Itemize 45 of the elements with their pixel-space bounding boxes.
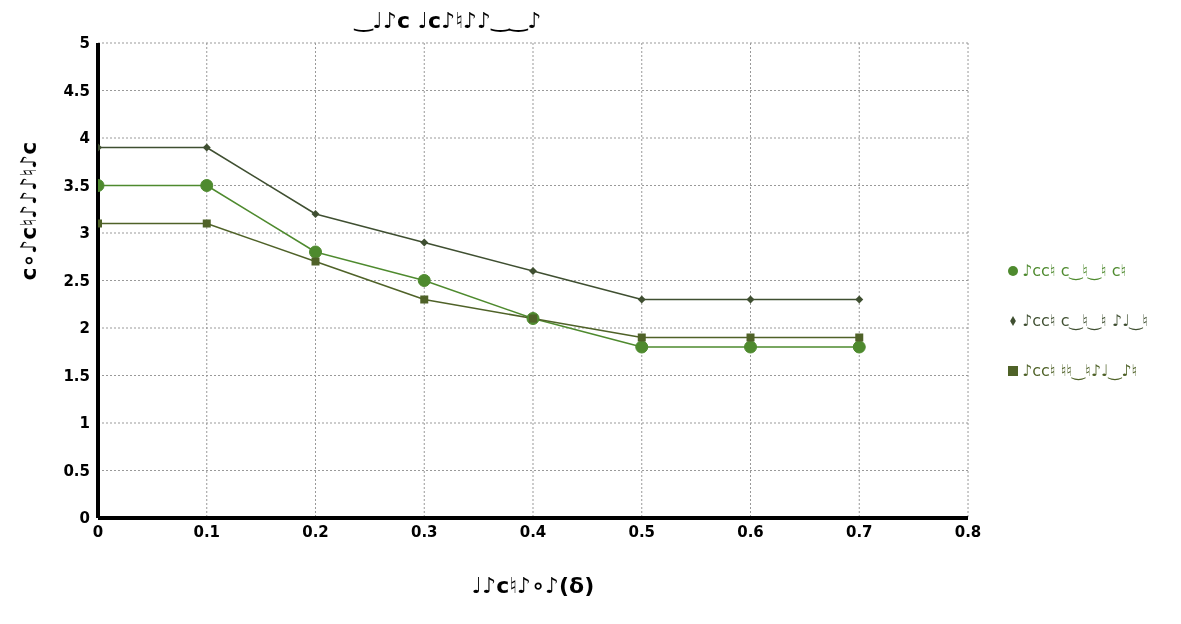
y-tick-label: 2 (79, 319, 90, 338)
y-tick-label: 4.5 (63, 81, 90, 100)
point (311, 257, 320, 266)
point (311, 210, 320, 218)
y-tick-label: 2.5 (63, 271, 90, 290)
point (855, 295, 864, 304)
point (637, 295, 646, 304)
x-tick-label: 0.6 (737, 522, 764, 541)
legend-label: ♪cc♮ c‿♮‿♮ c♮ (1022, 260, 1127, 280)
point (309, 245, 322, 259)
x-tick-label: 0 (92, 522, 104, 541)
x-tick-label: 0.7 (845, 522, 873, 541)
x-tick-label: 0.2 (302, 522, 329, 541)
y-tick-label: 4 (79, 129, 90, 148)
legend-label: ♪cc♮ ♮♮‿♮♪♩‿♪♮ (1022, 360, 1138, 380)
point (202, 219, 211, 228)
y-tick-label: 0 (79, 509, 90, 528)
y-tick-label: 1 (79, 414, 90, 433)
x-tick-label: 0.4 (519, 522, 547, 541)
point (200, 179, 214, 192)
x-tick-label: 0.3 (410, 522, 438, 541)
point (852, 340, 866, 354)
legend-label: ♪cc♮ c‿♮‿♮ ♪♩‿♮ (1022, 310, 1148, 330)
x-tick-label: 0.8 (954, 522, 982, 541)
y-tick-label: 0.5 (63, 461, 90, 480)
point (855, 333, 864, 342)
point (417, 274, 431, 287)
point (420, 295, 429, 304)
y-tick-label: 5 (79, 34, 90, 53)
point (744, 340, 758, 354)
x-axis-title: ♩♪c♮♪∘♪(δ) (471, 573, 595, 598)
point (746, 295, 755, 304)
point (420, 238, 429, 247)
point (746, 333, 755, 342)
y-tick-label: 3 (79, 224, 90, 243)
point (635, 340, 649, 354)
point (637, 333, 646, 342)
y-tick-label: 1.5 (63, 366, 90, 385)
x-tick-label: 0.5 (628, 522, 656, 541)
point (529, 267, 538, 275)
point (202, 143, 211, 152)
x-tick-label: 0.1 (193, 522, 221, 541)
y-tick-label: 3.5 (63, 176, 90, 195)
y-axis-title: c∘♪c♮♪♪♪♮♪c (15, 141, 41, 281)
chart-title: ‿♩♪c ♩c♪♮♪♪‿‿♪ (352, 8, 543, 33)
